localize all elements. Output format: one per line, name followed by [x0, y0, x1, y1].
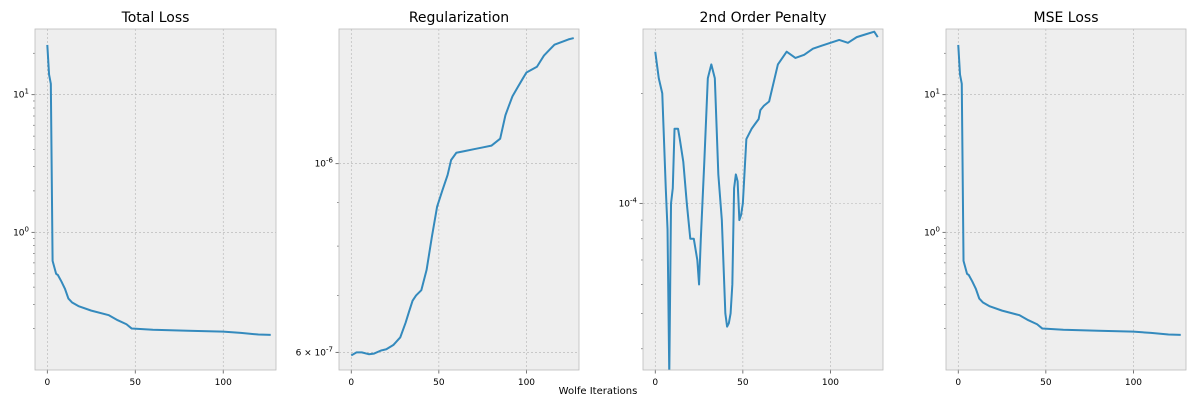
plot-area [946, 29, 1186, 370]
subplot-1: 0 50 100 100 101 Total Loss [13, 10, 277, 388]
x-tick-label: 0 [652, 378, 658, 388]
axes-frame [34, 28, 277, 371]
x-tick-label: 100 [215, 378, 232, 388]
y-tick-label: 100 [924, 225, 940, 238]
series-line [46, 44, 271, 336]
subplot-title: 2nd Order Penalty [699, 10, 826, 26]
series-line [957, 44, 1181, 336]
x-tick-label: 100 [518, 378, 535, 388]
y-tick-label: 101 [924, 88, 940, 101]
figure-x-axis-label: Wolfe Iterations [559, 386, 638, 397]
x-tick-label: 0 [44, 378, 50, 388]
x-tick-label: 50 [1040, 378, 1052, 388]
y-tick-label: 10-4 [619, 196, 638, 209]
x-tick-label: 50 [737, 378, 749, 388]
x-tick-label: 0 [348, 378, 354, 388]
subplot-3: 0 50 100 10-4 2nd Order Penalty [619, 10, 884, 388]
subplot-title: Total Loss [121, 10, 190, 26]
plot-area [35, 29, 276, 370]
axes-frame [338, 28, 580, 371]
y-tick-label: 101 [13, 88, 29, 101]
subplot-4: 0 50 100 100 101 MSE Loss [924, 10, 1187, 388]
plot-area [339, 29, 579, 370]
y-tick-label: 100 [13, 225, 29, 238]
y-tick-label: 6 × 10-7 [296, 345, 333, 358]
axes-frame [642, 28, 884, 371]
y-tick-label: 10-6 [315, 157, 334, 170]
series-line [654, 30, 879, 370]
x-tick-label: 100 [822, 378, 839, 388]
x-tick-label: 50 [433, 378, 445, 388]
subplot-2: 0 50 100 6 × 10-7 10-6 Regularization [296, 10, 580, 388]
series-line [350, 37, 574, 357]
subplot-title: Regularization [409, 10, 509, 26]
x-tick-label: 0 [955, 378, 961, 388]
subplot-title: MSE Loss [1034, 10, 1099, 26]
axes-frame [945, 28, 1187, 371]
plot-area [643, 29, 883, 370]
x-tick-label: 100 [1125, 378, 1142, 388]
x-tick-label: 50 [130, 378, 142, 388]
